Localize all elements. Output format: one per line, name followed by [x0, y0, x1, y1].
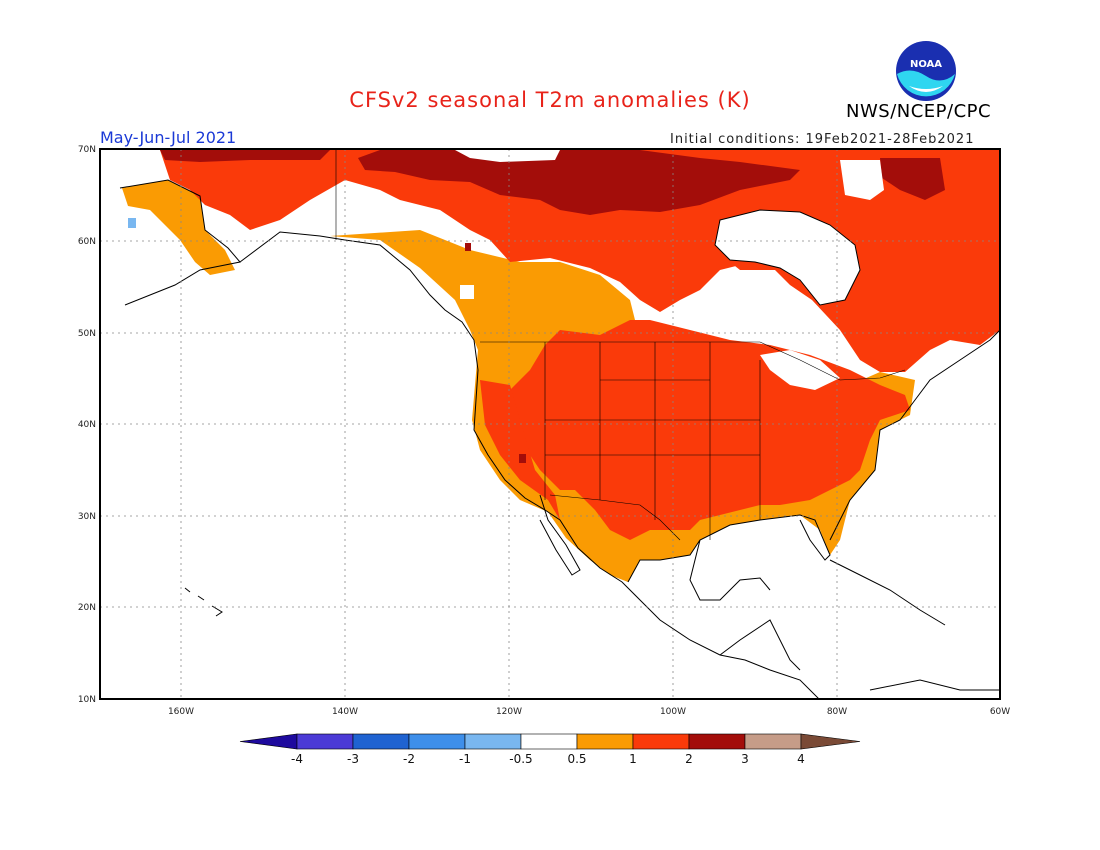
- negative-anomaly-spot: [128, 218, 136, 228]
- colorbar-arrow-low: [239, 733, 298, 750]
- colorbar-segment: [296, 733, 354, 750]
- coast-hawaii: [184, 587, 223, 617]
- coast-baja: [539, 494, 581, 576]
- colorbar-segment: [520, 733, 578, 750]
- colorbar-tick-label: -3: [347, 752, 359, 766]
- season-label: May-Jun-Jul 2021: [100, 128, 237, 147]
- anomaly-shading: [122, 150, 1000, 582]
- colorbar-segment: [688, 733, 746, 750]
- colorbar-segment: [464, 733, 522, 750]
- lon-label: 80W: [827, 707, 847, 717]
- noaa-logo: NOAA: [896, 41, 956, 101]
- colorbar-arrow-high: [800, 733, 861, 750]
- coastlines: [119, 179, 1000, 699]
- map-frame: [99, 148, 1001, 700]
- initial-conditions-label: Initial conditions: 19Feb2021-28Feb2021: [670, 132, 975, 147]
- colorbar-tick-label: -4: [291, 752, 303, 766]
- lon-label: 120W: [496, 707, 522, 717]
- colorbar-segment: [408, 733, 466, 750]
- agency-label: NWS/NCEP/CPC: [846, 101, 992, 122]
- shade-1-2-pacific-coast: [480, 380, 560, 520]
- shade-2-3-spot-1: [465, 243, 471, 251]
- lat-label: 20N: [78, 603, 96, 613]
- state-borders: [335, 150, 906, 541]
- coast-hudson-bay: [714, 209, 861, 306]
- shade-2-3-arctic: [358, 150, 800, 215]
- coast-pacific: [344, 239, 820, 699]
- colorbar-tick-label: 0.5: [567, 752, 586, 766]
- colorbar-segment: [632, 733, 690, 750]
- colorbar-tick-label: 3: [741, 752, 749, 766]
- gridlines: [100, 149, 1000, 699]
- border-us-canada: [480, 341, 906, 381]
- longitude-labels: 160W 140W 120W 100W 80W 60W: [168, 707, 1010, 717]
- lon-label: 60W: [990, 707, 1010, 717]
- colorbar-segment: [744, 733, 802, 750]
- shade-2-3-greenland: [880, 158, 945, 200]
- lon-label: 100W: [660, 707, 686, 717]
- coast-atlantic: [829, 329, 1000, 541]
- neutral-arctic-islands: [455, 150, 560, 162]
- lat-label: 30N: [78, 512, 96, 522]
- lat-label: 50N: [78, 329, 96, 339]
- coast-alaska: [119, 179, 346, 306]
- colorbar-tick-label: -2: [403, 752, 415, 766]
- shade-1-2-canada-north: [160, 150, 1000, 372]
- neutral-great-lakes: [760, 350, 840, 390]
- border-us-mexico: [549, 494, 681, 541]
- neutral-baffin: [840, 160, 884, 200]
- lat-label: 10N: [78, 695, 96, 705]
- coast-central-america: [719, 619, 801, 671]
- lon-label: 140W: [332, 707, 358, 717]
- colorbar-tick-label: -1: [459, 752, 471, 766]
- shade-2-3-alaska-north: [160, 150, 330, 162]
- colorbar-segment: [352, 733, 410, 750]
- latitude-labels: 70N 60N 50N 40N 30N 20N 10N: [78, 145, 96, 705]
- map-title: CFSv2 seasonal T2m anomalies (K): [349, 88, 751, 112]
- lon-label: 160W: [168, 707, 194, 717]
- neutral-alaska-gap: [460, 285, 474, 299]
- noaa-logo-text: NOAA: [910, 59, 942, 70]
- coast-caribbean: [829, 559, 1000, 691]
- colorbar-tick-label: 1: [629, 752, 637, 766]
- colorbar-tick-label: 4: [797, 752, 805, 766]
- lat-label: 40N: [78, 420, 96, 430]
- colorbar: -4 -3 -2 -1 -0.5 0.5 1 2 3 4: [239, 733, 861, 766]
- colorbar-tick-label: -0.5: [509, 752, 532, 766]
- colorbar-segment: [576, 733, 634, 750]
- shade-2-3-spot-2: [519, 454, 526, 463]
- lat-label: 70N: [78, 145, 96, 155]
- lat-label: 60N: [78, 237, 96, 247]
- colorbar-tick-label: 2: [685, 752, 693, 766]
- border-meridians: [544, 342, 761, 540]
- neutral-hudson-bay: [715, 210, 860, 305]
- shade-0.5-1-alaska-west: [122, 180, 235, 275]
